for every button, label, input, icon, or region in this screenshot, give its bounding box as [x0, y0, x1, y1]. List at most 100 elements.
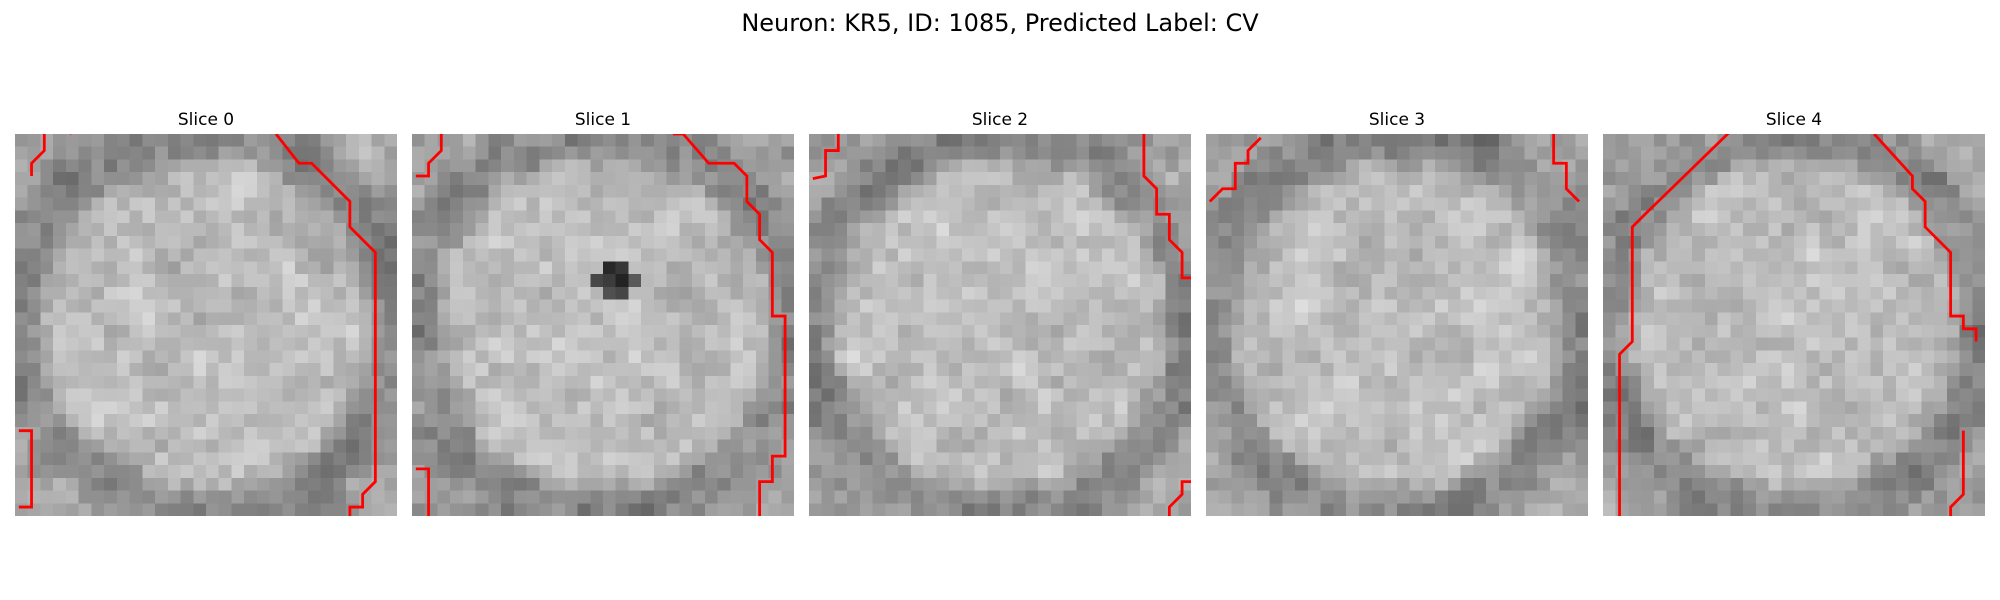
image-pixel: [40, 312, 54, 326]
image-pixel: [1562, 439, 1576, 453]
image-pixel: [1218, 426, 1232, 440]
image-pixel: [116, 134, 130, 147]
image-pixel: [1140, 223, 1154, 237]
image-pixel: [936, 503, 950, 516]
image-pixel: [1692, 274, 1706, 288]
image-pixel: [847, 503, 861, 516]
image-pixel: [1537, 350, 1551, 364]
image-pixel: [1511, 401, 1525, 415]
image-pixel: [898, 490, 912, 504]
image-pixel: [768, 223, 782, 237]
image-pixel: [218, 325, 232, 338]
image-pixel: [987, 426, 1001, 440]
image-pixel: [1127, 465, 1141, 479]
image-pixel: [1819, 337, 1833, 351]
image-pixel: [974, 426, 988, 440]
image-pixel: [269, 261, 283, 275]
image-pixel: [1397, 146, 1410, 160]
image-pixel: [1063, 363, 1077, 377]
image-pixel: [1358, 375, 1372, 389]
image-pixel: [1447, 503, 1461, 516]
image-pixel: [1730, 337, 1744, 351]
image-pixel: [65, 223, 79, 237]
image-pixel: [244, 235, 258, 249]
image-pixel: [1832, 146, 1846, 160]
image-pixel: [692, 401, 706, 415]
image-pixel: [27, 337, 41, 351]
image-pixel: [1127, 375, 1141, 389]
image-pixel: [142, 375, 156, 389]
image-pixel: [1050, 503, 1064, 516]
image-pixel: [1511, 325, 1525, 338]
image-pixel: [1269, 426, 1283, 440]
image-pixel: [987, 337, 1001, 351]
image-pixel: [1603, 248, 1616, 262]
image-pixel: [1511, 375, 1525, 389]
figure-title: Neuron: KR5, ID: 1085, Predicted Label: …: [741, 9, 1259, 37]
image-pixel: [834, 312, 848, 326]
image-pixel: [768, 477, 782, 491]
image-pixel: [269, 452, 283, 466]
image-pixel: [1562, 337, 1576, 351]
image-pixel: [1908, 299, 1922, 313]
image-pixel: [1628, 325, 1642, 338]
image-pixel: [333, 146, 347, 160]
image-pixel: [282, 452, 296, 466]
image-pixel: [1575, 490, 1588, 504]
image-pixel: [872, 223, 886, 237]
image-pixel: [167, 184, 181, 198]
image-pixel: [1562, 286, 1576, 300]
image-pixel: [847, 235, 861, 249]
image-pixel: [717, 261, 731, 275]
image-pixel: [142, 452, 156, 466]
image-pixel: [1972, 325, 1985, 338]
image-pixel: [615, 426, 629, 440]
image-pixel: [834, 248, 848, 262]
image-pixel: [1076, 223, 1090, 237]
image-pixel: [155, 286, 169, 300]
image-pixel: [590, 134, 604, 147]
image-pixel: [692, 134, 706, 147]
image-pixel: [78, 452, 92, 466]
image-pixel: [1371, 465, 1385, 479]
image-pixel: [1333, 210, 1347, 224]
image-pixel: [1295, 261, 1309, 275]
image-pixel: [1768, 426, 1782, 440]
image-pixel: [1244, 325, 1258, 338]
image-pixel: [885, 375, 899, 389]
image-pixel: [1127, 223, 1141, 237]
image-pixel: [65, 312, 79, 326]
image-pixel: [1806, 325, 1820, 338]
image-pixel: [129, 477, 143, 491]
image-pixel: [552, 452, 566, 466]
image-pixel: [1537, 490, 1551, 504]
image-pixel: [1537, 363, 1551, 377]
image-pixel: [743, 375, 757, 389]
image-pixel: [1114, 363, 1128, 377]
image-pixel: [1562, 465, 1576, 479]
image-pixel: [1883, 426, 1897, 440]
image-pixel: [1384, 465, 1398, 479]
image-pixel: [180, 248, 194, 262]
image-pixel: [462, 248, 476, 262]
image-pixel: [1447, 248, 1461, 262]
image-pixel: [1012, 261, 1026, 275]
image-pixel: [1244, 503, 1258, 516]
image-pixel: [1575, 337, 1588, 351]
image-pixel: [834, 325, 848, 338]
image-pixel: [1692, 490, 1706, 504]
image-pixel: [1435, 375, 1449, 389]
image-pixel: [167, 465, 181, 479]
image-pixel: [834, 159, 848, 173]
image-pixel: [218, 414, 232, 428]
slice-panel-4: Slice 4: [1603, 108, 1985, 516]
image-pixel: [910, 350, 924, 364]
image-pixel: [1358, 490, 1372, 504]
image-pixel: [1473, 235, 1487, 249]
slice-image-2: [809, 134, 1191, 516]
image-pixel: [859, 439, 873, 453]
image-pixel: [1717, 286, 1731, 300]
image-pixel: [320, 401, 334, 415]
image-pixel: [180, 184, 194, 198]
image-pixel: [129, 159, 143, 173]
